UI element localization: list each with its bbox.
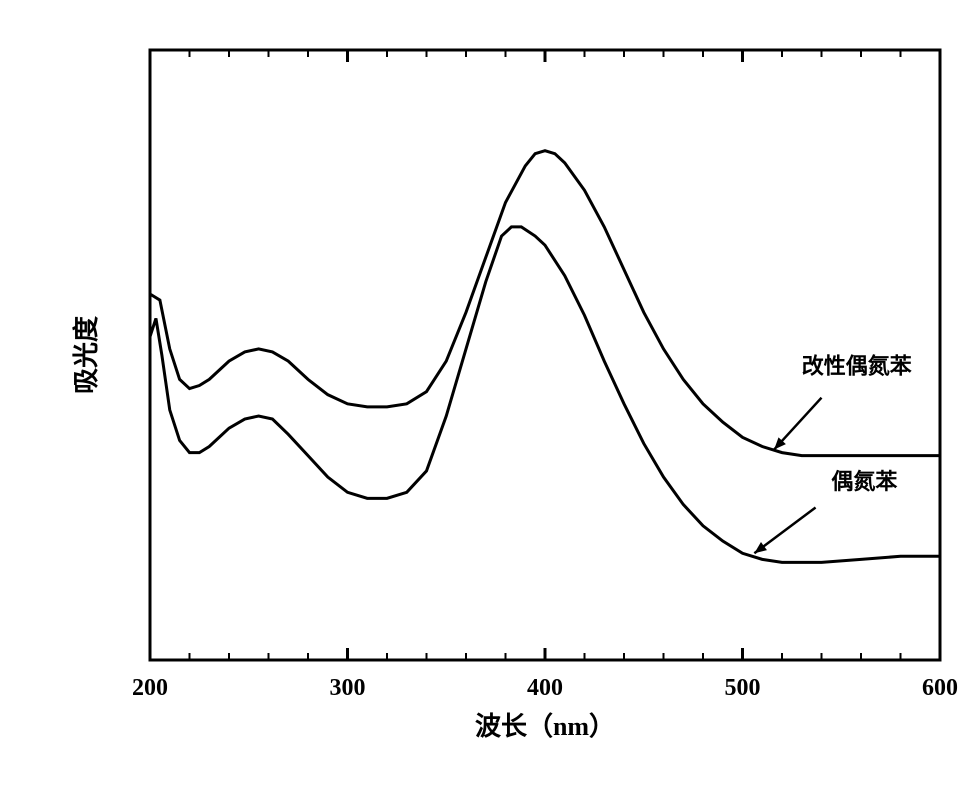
chart-container: 200 300 400 500 600 改性偶氮苯偶氮苯波长（nm） 吸光度 [20, 20, 961, 766]
x-axis-label: 波长（nm） [475, 712, 615, 741]
y-axis-label: 吸光度 [71, 316, 101, 394]
xtick-label: 200 [132, 675, 168, 701]
chart-svg: 200 300 400 500 600 改性偶氮苯偶氮苯波长（nm） 吸光度 [20, 20, 961, 766]
xtick-label: 500 [725, 675, 761, 701]
annotation-label-0: 改性偶氮苯 [802, 353, 913, 378]
annotation-label-1: 偶氮苯 [831, 469, 898, 494]
series-line-1 [150, 227, 940, 563]
xtick-label: 600 [922, 675, 958, 701]
xtick-label: 400 [527, 675, 563, 701]
xtick-label: 300 [330, 675, 366, 701]
series-line-0 [150, 151, 940, 456]
